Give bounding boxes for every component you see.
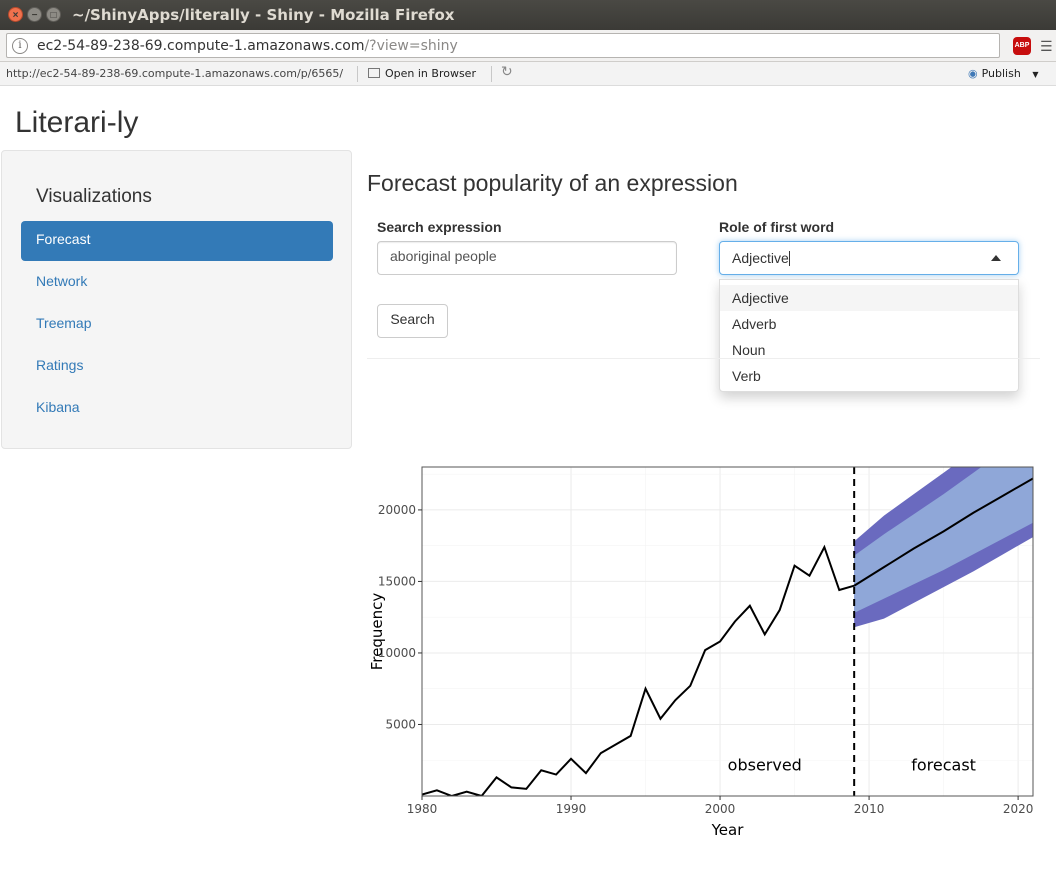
x-tick-label: 2000	[705, 802, 736, 816]
caret-up-icon[interactable]	[991, 255, 1001, 261]
toolbar-divider	[491, 66, 492, 82]
forecast-chart: 1980 1990 2000 2010 2020 5000 10000 15000 20000 Y…	[368, 466, 1034, 839]
menu-icon[interactable]: ☰	[1040, 38, 1053, 54]
y-axis-title: Frequency	[368, 593, 386, 671]
chart-axes	[418, 466, 1034, 800]
window-title-bar: × − □ ~/ShinyApps/literally - Shiny - Mo…	[0, 0, 1056, 30]
sidebar-item-treemap[interactable]: Treemap	[36, 315, 92, 331]
option-verb[interactable]: Verb	[732, 368, 761, 384]
viewer-url: http://ec2-54-89-238-69.compute-1.amazon…	[6, 67, 344, 80]
sidebar-item-ratings[interactable]: Ratings	[36, 357, 84, 373]
y-tick-label: 20000	[378, 503, 416, 517]
option-noun[interactable]: Noun	[732, 342, 766, 358]
role-label: Role of first word	[719, 219, 835, 235]
sidebar-item-kibana[interactable]: Kibana	[36, 399, 80, 415]
publish-icon: ◉	[968, 67, 978, 80]
forecast-mean-line	[853, 477, 1033, 587]
sidebar-item-forecast[interactable]: Forecast	[21, 221, 333, 261]
annotation-observed: observed	[728, 755, 802, 774]
chart-labels: 1980 1990 2000 2010 2020 5000 10000 15000 20000 Y…	[368, 503, 1033, 839]
y-tick-label: 5000	[385, 717, 416, 731]
x-tick-label: 2010	[854, 802, 885, 816]
search-input[interactable]: aboriginal people	[377, 241, 677, 275]
open-in-browser-button[interactable]: Open in Browser	[368, 67, 476, 80]
annotation-forecast: forecast	[911, 755, 976, 774]
url-toolbar: i ec2-54-89-238-69.compute-1.amazonaws.c…	[0, 30, 1056, 62]
chevron-down-icon[interactable]: ▼	[1032, 70, 1039, 79]
role-select-value: Adjective	[732, 250, 789, 266]
chart-grid	[421, 467, 1033, 796]
series-lines	[422, 467, 1033, 796]
role-dropdown: Adjective Adverb Noun Verb	[719, 279, 1019, 392]
publish-button[interactable]: ◉ Publish ▼	[968, 67, 1038, 80]
observed-line	[422, 544, 855, 796]
url-text[interactable]: ec2-54-89-238-69.compute-1.amazonaws.com…	[37, 38, 458, 54]
url-path: /?view=shiny	[364, 38, 458, 54]
search-expression-label: Search expression	[377, 219, 502, 235]
toolbar-divider	[357, 66, 358, 82]
option-adverb[interactable]: Adverb	[732, 316, 777, 332]
x-axis-title: Year	[711, 821, 745, 839]
role-select[interactable]: Adjective	[719, 241, 1019, 275]
viewer-toolbar: http://ec2-54-89-238-69.compute-1.amazon…	[0, 62, 1056, 86]
page-title: Forecast popularity of an expression	[367, 170, 738, 196]
app-title: Literari-ly	[15, 106, 139, 139]
x-tick-label: 1990	[556, 802, 587, 816]
search-button[interactable]: Search	[377, 304, 448, 338]
y-tick-label: 15000	[378, 574, 416, 588]
plot-border	[421, 466, 1034, 797]
adblock-icon[interactable]: ABP	[1013, 37, 1031, 55]
option-adjective[interactable]: Adjective	[720, 285, 1018, 311]
sidebar-heading: Visualizations	[36, 186, 152, 207]
sidebar: Visualizations Forecast Network Treemap …	[1, 150, 352, 449]
divider	[367, 358, 1040, 359]
x-tick-label: 1980	[407, 802, 438, 816]
open-in-browser-label: Open in Browser	[385, 67, 476, 80]
url-host: ec2-54-89-238-69.compute-1.amazonaws.com	[37, 38, 365, 54]
sidebar-item-network[interactable]: Network	[36, 273, 88, 289]
y-tick-label: 10000	[378, 646, 416, 660]
refresh-icon[interactable]: ↻	[501, 64, 513, 80]
text-cursor	[788, 251, 790, 266]
info-icon[interactable]: i	[12, 38, 28, 54]
window-maximize-button[interactable]: □	[46, 7, 61, 22]
open-browser-icon	[368, 68, 380, 78]
url-field[interactable]: i ec2-54-89-238-69.compute-1.amazonaws.c…	[6, 33, 1000, 58]
window-close-button[interactable]: ×	[8, 7, 23, 22]
window-title: ~/ShinyApps/literally - Shiny - Mozilla …	[72, 6, 455, 24]
publish-label: Publish	[981, 67, 1021, 80]
window-minimize-button[interactable]: −	[27, 7, 42, 22]
x-tick-label: 2020	[1003, 802, 1034, 816]
